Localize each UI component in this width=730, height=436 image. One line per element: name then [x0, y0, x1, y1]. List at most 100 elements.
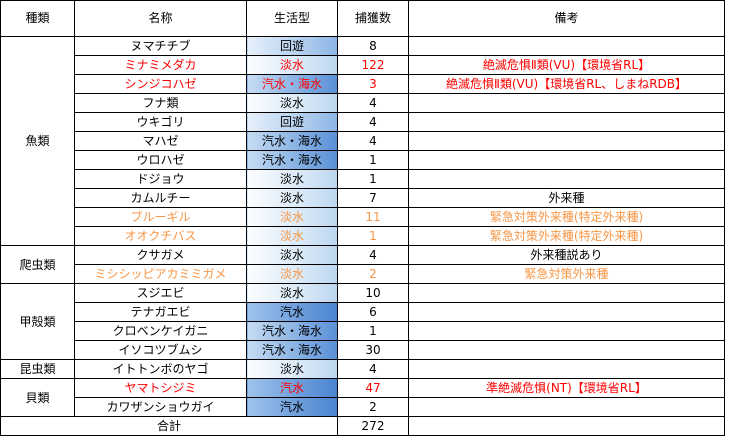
table-row: 爬虫類 クサガメ 淡水 4 外来種説あり — [0, 245, 725, 284]
total-row: 合計 272 — [0, 416, 725, 436]
count-cell: 2 — [337, 264, 409, 284]
habitat-cell: 淡水 — [246, 226, 338, 246]
count-cell: 1 — [337, 321, 409, 341]
table-row: カムルチー 淡水 7 外来種 — [1, 188, 725, 208]
count-cell: 8 — [337, 36, 409, 56]
count-cell: 3 — [337, 74, 409, 94]
table-row: ミシシッピアカミミガメ 淡水 2 緊急対策外来種 — [1, 264, 725, 284]
remark-cell: 準絶滅危惧(NT)【環境省RL】 — [408, 378, 725, 398]
species-name-cell: カムルチー — [74, 188, 247, 208]
table-row: マハゼ 汽水・海水 4 — [1, 131, 725, 151]
count-cell: 2 — [337, 397, 409, 417]
remark-cell — [408, 283, 725, 303]
habitat-cell: 汽水 — [246, 378, 338, 398]
count-cell: 4 — [337, 245, 409, 265]
habitat-cell: 淡水 — [246, 169, 338, 189]
species-name-cell: スジエビ — [74, 283, 247, 303]
remark-cell — [408, 150, 725, 170]
header-remarks: 備考 — [408, 0, 725, 37]
habitat-cell: 汽水・海水 — [246, 131, 338, 151]
count-cell: 11 — [337, 207, 409, 227]
table-row: カワザンショウガイ 汽水 2 — [1, 397, 725, 417]
table-row: ウキゴリ 回遊 4 — [1, 112, 725, 132]
remark-cell — [408, 340, 725, 360]
table-row: ドジョウ 淡水 1 — [1, 169, 725, 189]
table-row: テナガエビ 汽水 6 — [1, 302, 725, 322]
habitat-cell: 汽水 — [246, 397, 338, 417]
remark-cell: 外来種説あり — [408, 245, 725, 265]
remark-cell — [408, 169, 725, 189]
habitat-cell: 回遊 — [246, 112, 338, 132]
remark-cell — [408, 36, 725, 56]
species-name-cell: カワザンショウガイ — [74, 397, 247, 417]
remark-cell: 緊急対策外来種(特定外来種) — [408, 226, 725, 246]
count-cell: 47 — [337, 378, 409, 398]
species-name-cell: ミシシッピアカミミガメ — [74, 264, 247, 284]
species-name-cell: ドジョウ — [74, 169, 247, 189]
habitat-cell: 汽水・海水 — [246, 340, 338, 360]
species-name-cell: シンジコハゼ — [74, 74, 247, 94]
remark-cell: 絶滅危惧Ⅱ類(VU)【環境省RL】 — [408, 55, 725, 75]
remark-cell: 絶滅危惧Ⅱ類(VU)【環境省RL、しまねRDB】 — [408, 74, 725, 94]
table-row: ミナミメダカ 淡水 122 絶滅危惧Ⅱ類(VU)【環境省RL】 — [1, 55, 725, 75]
count-cell: 1 — [337, 169, 409, 189]
table-row: 昆虫類 イトトンボのヤゴ 淡水 4 — [0, 359, 725, 379]
habitat-cell: 淡水 — [246, 55, 338, 75]
total-remark-empty — [408, 416, 725, 436]
habitat-cell: 淡水 — [246, 283, 338, 303]
table-row: 甲殻類 スジエビ 淡水 10 — [0, 283, 725, 360]
remark-cell — [408, 321, 725, 341]
remark-cell — [408, 131, 725, 151]
group-cell: 昆虫類 — [0, 359, 75, 379]
species-name-cell: テナガエビ — [74, 302, 247, 322]
remark-cell — [408, 397, 725, 417]
header-name: 名称 — [74, 0, 247, 37]
species-name-cell: ヤマトシジミ — [74, 378, 247, 398]
remark-cell: 外来種 — [408, 188, 725, 208]
habitat-cell: 淡水 — [246, 245, 338, 265]
table-row: オオクチバス 淡水 1 緊急対策外来種(特定外来種) — [1, 226, 725, 246]
species-name-cell: ヌマチチブ — [74, 36, 247, 56]
table-row: フナ類 淡水 4 — [1, 93, 725, 113]
species-name-cell: ウロハゼ — [74, 150, 247, 170]
species-name-cell: クロベンケイガニ — [74, 321, 247, 341]
header-count: 捕獲数 — [337, 0, 409, 37]
remark-cell — [408, 359, 725, 379]
group-cell: 魚類 — [0, 36, 75, 246]
species-name-cell: クサガメ — [74, 245, 247, 265]
remark-cell — [408, 93, 725, 113]
species-name-cell: イソコツブムシ — [74, 340, 247, 360]
remark-cell: 緊急対策外来種 — [408, 264, 725, 284]
remark-cell — [408, 302, 725, 322]
habitat-cell: 汽水・海水 — [246, 150, 338, 170]
species-name-cell: ミナミメダカ — [74, 55, 247, 75]
habitat-cell: 淡水 — [246, 93, 338, 113]
header-row: 種類 名称 生活型 捕獲数 備考 — [0, 0, 725, 37]
remark-cell: 緊急対策外来種(特定外来種) — [408, 207, 725, 227]
count-cell: 7 — [337, 188, 409, 208]
table-row: シンジコハゼ 汽水・海水 3 絶滅危惧Ⅱ類(VU)【環境省RL、しまねRDB】 — [1, 74, 725, 94]
species-name-cell: ウキゴリ — [74, 112, 247, 132]
group-cell: 貝類 — [0, 378, 75, 417]
table-row: ブルーギル 淡水 11 緊急対策外来種(特定外来種) — [1, 207, 725, 227]
habitat-cell: 淡水 — [246, 207, 338, 227]
habitat-cell: 汽水 — [246, 302, 338, 322]
habitat-cell: 汽水・海水 — [246, 74, 338, 94]
habitat-cell: 汽水・海水 — [246, 321, 338, 341]
habitat-cell: 淡水 — [246, 359, 338, 379]
species-name-cell: マハゼ — [74, 131, 247, 151]
count-cell: 4 — [337, 93, 409, 113]
habitat-cell: 回遊 — [246, 36, 338, 56]
table-row: 魚類 ヌマチチブ 回遊 8 — [0, 36, 725, 246]
count-cell: 10 — [337, 283, 409, 303]
table-row: 貝類 ヤマトシジミ 汽水 47 準絶滅危惧(NT)【環境省RL】 — [0, 378, 725, 417]
group-cell: 甲殻類 — [0, 283, 75, 360]
remark-cell — [408, 112, 725, 132]
header-group: 種類 — [0, 0, 75, 37]
count-cell: 4 — [337, 359, 409, 379]
header-habitat: 生活型 — [246, 0, 338, 37]
species-name-cell: イトトンボのヤゴ — [74, 359, 247, 379]
count-cell: 1 — [337, 150, 409, 170]
count-cell: 122 — [337, 55, 409, 75]
